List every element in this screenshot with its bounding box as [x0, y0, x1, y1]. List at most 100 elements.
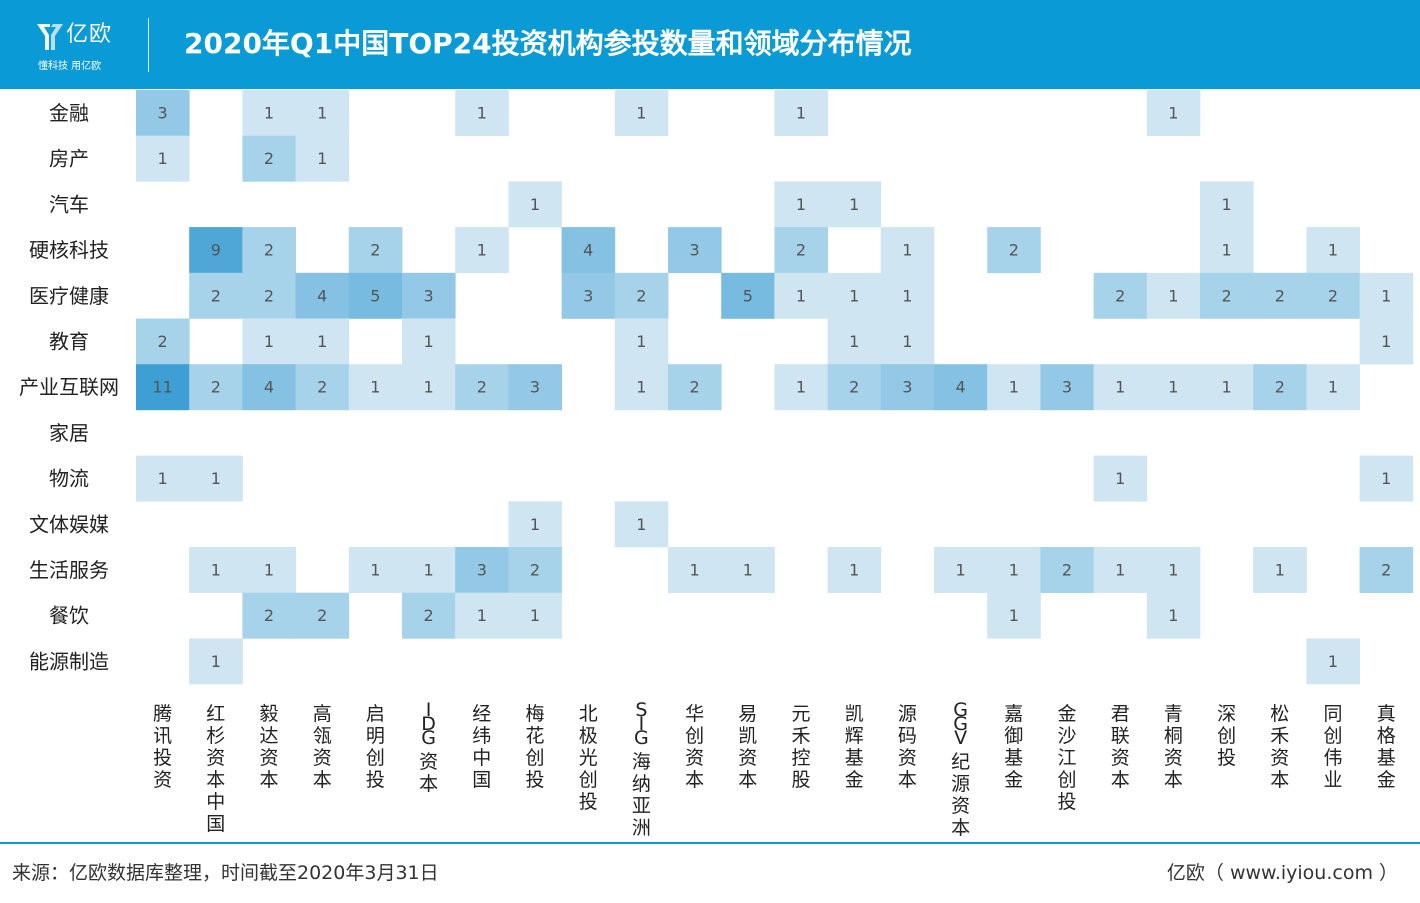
heatmap-cell — [1093, 272, 1148, 319]
heatmap-cell — [295, 135, 350, 182]
cell-value: 1 — [264, 561, 274, 580]
row-label: 物流 — [49, 467, 89, 491]
heatmap-cell — [1093, 547, 1148, 593]
column-label: 真格基金 — [1377, 703, 1396, 791]
cell-value: 1 — [849, 286, 859, 305]
yiou-logo-icon — [37, 24, 63, 50]
cell-value: 1 — [1115, 378, 1125, 397]
cell-value: 1 — [902, 286, 912, 305]
cell-value: 2 — [370, 241, 380, 260]
cell-value: 1 — [796, 195, 806, 214]
cell-value: 1 — [370, 561, 380, 580]
heatmap-cell — [668, 364, 722, 411]
cell-value: 2 — [1275, 286, 1285, 305]
cell-value: 1 — [317, 104, 327, 123]
column-label: S I G 海纳亚洲 — [632, 699, 651, 839]
heatmap-cell — [880, 318, 935, 365]
heatmap-cell — [189, 227, 243, 274]
heatmap-cell — [242, 227, 296, 274]
heatmap-cell — [668, 547, 722, 593]
heatmap-cell — [295, 364, 350, 411]
heatmap-cell — [189, 272, 243, 319]
heatmap-cell — [348, 227, 403, 274]
heatmap-cell — [136, 455, 190, 502]
heatmap-cell — [1253, 547, 1307, 593]
row-label: 家居 — [49, 421, 89, 445]
column-label: 君联资本 — [1111, 703, 1130, 791]
heatmap-cell — [402, 364, 456, 411]
heatmap-cell — [402, 547, 456, 593]
heatmap-cell — [136, 90, 190, 136]
heatmap-cell — [508, 364, 562, 411]
row-label: 产业互联网 — [19, 375, 119, 399]
cell-value: 1 — [1168, 286, 1178, 305]
heatmap-cell — [827, 364, 882, 411]
cell-value: 2 — [264, 286, 274, 305]
cell-value: 1 — [1009, 378, 1019, 397]
cell-value: 1 — [1381, 469, 1391, 488]
cell-value: 1 — [1381, 332, 1391, 351]
cell-value: 9 — [211, 241, 221, 260]
heatmap-cell — [721, 547, 775, 593]
column-label: 梅花创投 — [525, 703, 544, 791]
cell-value: 5 — [743, 286, 753, 305]
cell-value: 1 — [956, 561, 966, 580]
heatmap-cell — [455, 364, 509, 411]
heatmap-cell — [242, 135, 296, 182]
heatmap-cell — [987, 227, 1041, 274]
heatmap-cell — [668, 227, 722, 274]
cell-value: 1 — [264, 104, 274, 123]
heatmap-cell — [136, 135, 190, 182]
cell-value: 1 — [796, 104, 806, 123]
column-label: 凯辉基金 — [845, 703, 864, 791]
column-label: 易凯资本 — [738, 703, 757, 791]
brand-credit: 亿欧（ www.iyiou.com ） — [1166, 862, 1398, 884]
heatmap-cell — [455, 592, 509, 639]
heatmap-cell — [1040, 364, 1094, 411]
row-label: 硬核科技 — [29, 238, 109, 262]
cell-value: 1 — [690, 561, 700, 580]
cell-value: 1 — [530, 606, 540, 625]
heatmap-cell — [189, 364, 243, 411]
heatmap-cell — [614, 272, 669, 319]
cell-value: 2 — [796, 241, 806, 260]
row-label: 文体娱媒 — [29, 512, 109, 536]
heatmap-cell — [508, 501, 562, 548]
cell-value: 1 — [636, 104, 646, 123]
source-note: 来源：亿欧数据库整理，时间截至2020年3月31日 — [12, 862, 439, 884]
cell-value: 2 — [211, 378, 221, 397]
column-label: 深创投 — [1217, 703, 1236, 769]
cell-value: 1 — [530, 195, 540, 214]
heatmap-cell — [1306, 638, 1360, 685]
heatmap-cell — [402, 592, 456, 639]
heatmap-cell — [880, 364, 935, 411]
cell-value: 2 — [690, 378, 700, 397]
cell-value: 1 — [317, 149, 327, 168]
column-label: 红杉资本中国 — [206, 703, 225, 835]
cell-value: 1 — [1115, 561, 1125, 580]
cell-value: 1 — [849, 332, 859, 351]
column-label: 高瓴资本 — [313, 703, 332, 791]
heatmap-cell — [614, 501, 669, 548]
cell-value: 1 — [424, 561, 434, 580]
cell-value: 2 — [264, 241, 274, 260]
column-label: 腾讯投资 — [153, 703, 172, 791]
heatmap-cell — [508, 181, 562, 228]
heatmap-cell — [1359, 455, 1414, 502]
cell-value: 1 — [158, 469, 168, 488]
cell-value: 1 — [636, 332, 646, 351]
heatmap-cell — [1200, 227, 1254, 274]
heatmap-cell — [934, 547, 988, 593]
header-banner: 亿欧 懂科技 用亿欧 2020年Q1中国TOP24投资机构参投数量和领域分布情况 — [0, 0, 1420, 89]
row-label: 教育 — [49, 330, 89, 354]
column-label: 经纬中国 — [472, 703, 491, 791]
cell-value: 3 — [583, 286, 593, 305]
heatmap-cell — [242, 272, 296, 319]
cell-value: 1 — [1168, 104, 1178, 123]
heatmap-cell — [1146, 547, 1201, 593]
heatmap-cell — [242, 318, 296, 365]
heatmap-cell — [189, 638, 243, 685]
cell-value: 5 — [370, 286, 380, 305]
cell-value: 2 — [1115, 286, 1125, 305]
cell-value: 1 — [1168, 606, 1178, 625]
